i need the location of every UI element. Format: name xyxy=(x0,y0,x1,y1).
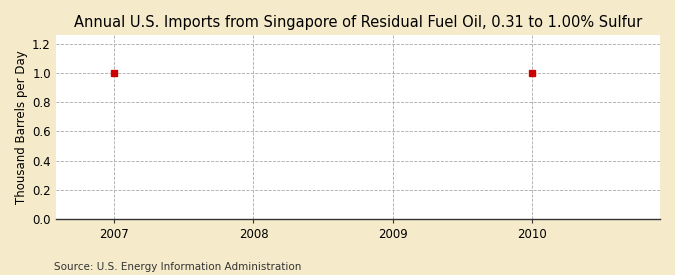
Text: Source: U.S. Energy Information Administration: Source: U.S. Energy Information Administ… xyxy=(54,262,301,272)
Y-axis label: Thousand Barrels per Day: Thousand Barrels per Day xyxy=(15,50,28,204)
Title: Annual U.S. Imports from Singapore of Residual Fuel Oil, 0.31 to 1.00% Sulfur: Annual U.S. Imports from Singapore of Re… xyxy=(74,15,642,30)
